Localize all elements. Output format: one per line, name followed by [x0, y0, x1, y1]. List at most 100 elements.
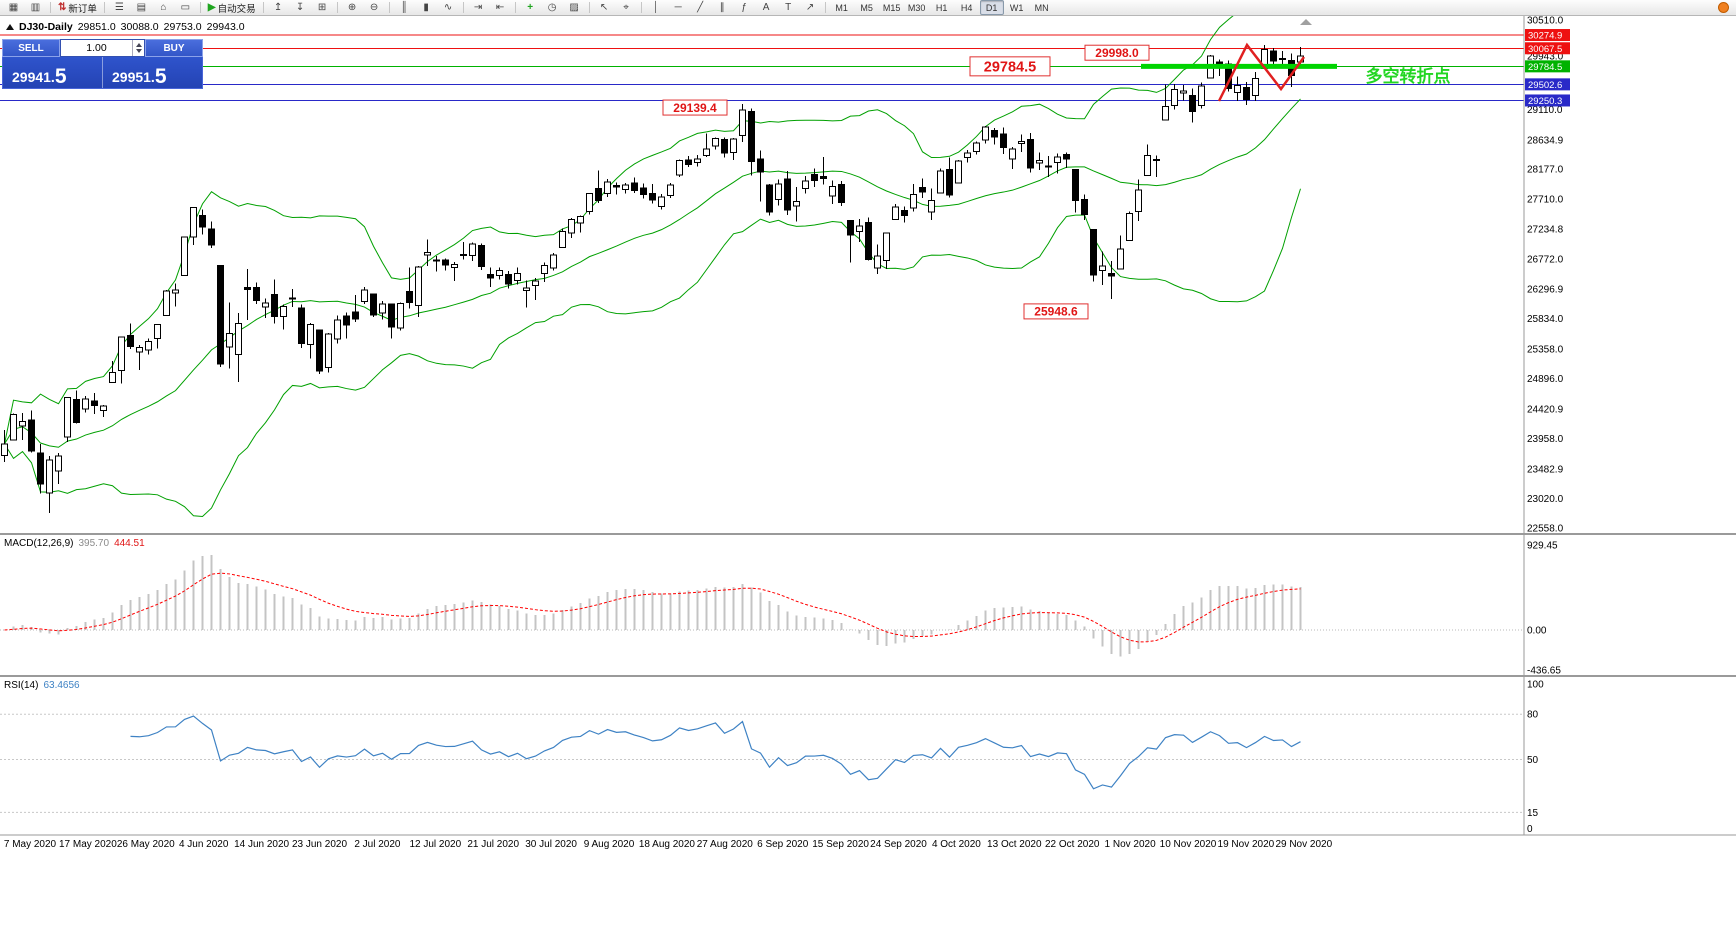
toolbar-separator [514, 2, 516, 13]
ohlc-open: 29851.0 [77, 21, 116, 33]
toolbar: ▦ ▥ ⇅ 新订单 ☰ ▤ ⌂ ▭ ▶ 自动交易 ↥ ↧ ⊞ ⊕ ⊖ ║ ▮ ∿ ⇥ ⇤ + ◷ ▨ ↖ ⌖ │ ─ ╱ ∥ ƒ A T ↗ M1… [0, 0, 1736, 16]
text-button[interactable]: A [756, 0, 777, 15]
vertical-line-button[interactable]: │ [646, 0, 667, 15]
macd-axis: 929.45 0.00 -436.65 [1527, 540, 1561, 676]
timeframe-m1-button[interactable]: M1 [835, 2, 848, 13]
line-chart-icon: ∿ [443, 1, 453, 13]
volume-field[interactable]: 1.00 [60, 39, 145, 57]
dock-up-button[interactable]: ↥ [268, 0, 289, 15]
zoom-out-icon: ⊖ [369, 1, 379, 13]
price-annotation[interactable]: 29784.5 [969, 56, 1051, 77]
toolbar-separator [824, 2, 826, 13]
svg-text:28634.9: 28634.9 [1527, 135, 1564, 146]
navigator-button[interactable]: ⌂ [153, 0, 174, 15]
new-order-button-label: 新订单 [68, 3, 97, 15]
timeframe-m5-button[interactable]: M5 [860, 2, 873, 13]
svg-text:0.00: 0.00 [1527, 626, 1547, 637]
data-window-button[interactable]: ▤ [131, 0, 152, 15]
chart-symbol: DJ30-Daily [19, 21, 73, 33]
svg-text:6 Sep 2020: 6 Sep 2020 [757, 839, 809, 850]
price-annotation[interactable]: 29998.0 [1084, 44, 1150, 61]
profiles-icon: ▥ [30, 1, 41, 13]
svg-text:9 Aug 2020: 9 Aug 2020 [584, 839, 635, 850]
new-chart-button[interactable]: ▦ [3, 0, 24, 15]
svg-text:2 Jul 2020: 2 Jul 2020 [354, 839, 401, 850]
periods-button[interactable]: ◷ [542, 0, 563, 15]
indicators-button[interactable]: + [520, 0, 541, 15]
notification-icon[interactable] [1718, 2, 1729, 13]
line-chart-button[interactable]: ∿ [438, 0, 459, 15]
svg-text:29784.5: 29784.5 [984, 60, 1036, 76]
label-button[interactable]: T [778, 0, 799, 15]
toolbar-separator [388, 2, 390, 13]
svg-text:25834.0: 25834.0 [1527, 314, 1564, 325]
arrow-down-icon: ↧ [295, 1, 305, 13]
timeframe-h4-button[interactable]: H4 [960, 2, 973, 13]
zoom-out-button[interactable]: ⊖ [364, 0, 385, 15]
new-order-button[interactable]: ⇅ 新订单 [55, 0, 100, 15]
sell-button[interactable]: SELL [2, 39, 60, 57]
price-annotation[interactable]: 29139.4 [662, 99, 728, 116]
zoom-in-button[interactable]: ⊕ [342, 0, 363, 15]
svg-text:29250.3: 29250.3 [1528, 96, 1562, 107]
periods-icon: ◷ [547, 1, 557, 13]
tile-windows-button[interactable]: ⊞ [312, 0, 333, 15]
timeframe-d1-button[interactable]: D1 [979, 0, 1004, 15]
svg-text:19 Nov 2020: 19 Nov 2020 [1218, 839, 1275, 850]
svg-text:27 Aug 2020: 27 Aug 2020 [697, 839, 754, 850]
templates-button[interactable]: ▨ [564, 0, 585, 15]
crosshair-button[interactable]: ⌖ [616, 0, 637, 15]
market-watch-button[interactable]: ☰ [109, 0, 130, 15]
autotrading-button[interactable]: ▶ 自动交易 [205, 0, 259, 15]
profiles-button[interactable]: ▥ [25, 0, 46, 15]
horizontal-line-objects[interactable] [0, 34, 1524, 101]
timeframe-mn-button[interactable]: MN [1034, 2, 1049, 13]
timeframe-m30-button[interactable]: M30 [907, 2, 926, 13]
buy-price[interactable]: 29951. 5 [103, 57, 202, 88]
time-axis: 7 May 2020 17 May 2020 26 May 2020 4 Jun 20… [4, 839, 1333, 850]
buy-button[interactable]: BUY [145, 39, 203, 57]
autotrading-icon: ▶ [207, 1, 216, 13]
svg-text:7 May 2020: 7 May 2020 [4, 839, 57, 850]
zoom-in-icon: ⊕ [347, 1, 357, 13]
timeframe-m15-button[interactable]: M15 [882, 2, 901, 13]
sell-price[interactable]: 29941. 5 [3, 57, 102, 88]
chart-shift-button[interactable]: ⇤ [490, 0, 511, 15]
timeframe-h1-button[interactable]: H1 [935, 2, 948, 13]
candle-chart-button[interactable]: ▮ [416, 0, 437, 15]
svg-text:10 Nov 2020: 10 Nov 2020 [1160, 839, 1217, 850]
channel-button[interactable]: ∥ [712, 0, 733, 15]
auto-scroll-button[interactable]: ⇥ [468, 0, 489, 15]
toolbar-separator [103, 2, 105, 13]
arrow-up-icon: ↥ [273, 1, 283, 13]
fibonacci-button[interactable]: ƒ [734, 0, 755, 15]
price-annotation[interactable]: 25948.6 [1023, 303, 1089, 320]
cursor-button[interactable]: ↖ [594, 0, 615, 15]
toolbar-separator [640, 2, 642, 13]
trendline-button[interactable]: ╱ [690, 0, 711, 15]
bar-chart-button[interactable]: ║ [394, 0, 415, 15]
svg-text:24896.0: 24896.0 [1527, 374, 1564, 385]
stepper-up-icon[interactable] [135, 43, 142, 47]
svg-text:50: 50 [1527, 755, 1539, 766]
macd-label: MACD(12,26,9) 395.70 444.51 [4, 538, 145, 549]
timeframe-w1-button[interactable]: W1 [1009, 2, 1024, 13]
arrows-button[interactable]: ↗ [800, 0, 821, 15]
terminal-icon: ▭ [180, 1, 191, 13]
svg-text:26772.0: 26772.0 [1527, 254, 1564, 265]
horizontal-line-button[interactable]: ─ [668, 0, 689, 15]
turning-point-note[interactable]: 多空转折点 [1366, 66, 1451, 86]
zigzag-drawing[interactable] [1217, 42, 1306, 102]
svg-text:24420.9: 24420.9 [1527, 404, 1564, 415]
panel-separators[interactable] [0, 16, 1736, 836]
svg-text:29784.5: 29784.5 [1528, 62, 1562, 73]
svg-text:15 Sep 2020: 15 Sep 2020 [812, 839, 869, 850]
indicators-icon: + [527, 1, 534, 13]
stepper-down-icon[interactable] [135, 49, 142, 53]
one-click-trading-panel: SELL 1.00 BUY 29941. 5 29951. 5 [2, 39, 203, 89]
volume-stepper[interactable] [132, 40, 144, 56]
terminal-button[interactable]: ▭ [175, 0, 196, 15]
svg-text:29502.6: 29502.6 [1528, 80, 1562, 91]
dock-down-button[interactable]: ↧ [290, 0, 311, 15]
